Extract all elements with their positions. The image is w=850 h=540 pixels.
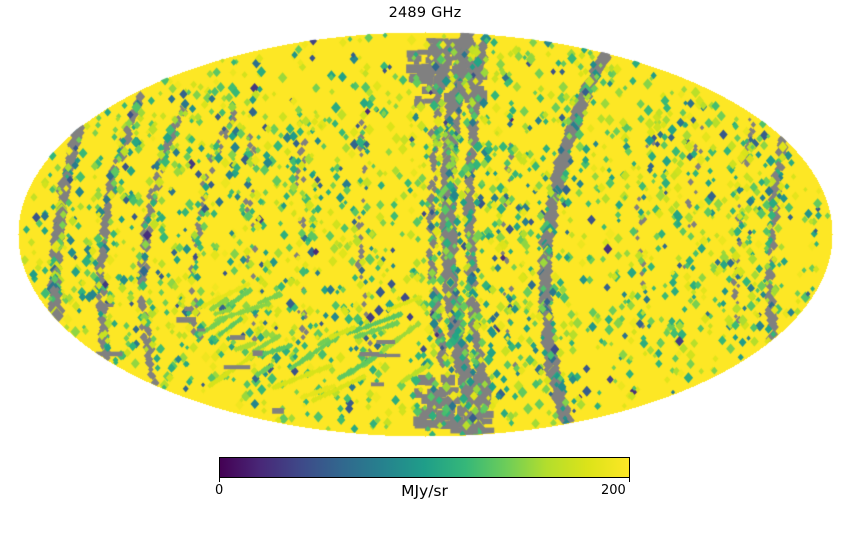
colorbar-tick-min	[219, 478, 220, 482]
colorbar-gradient	[219, 457, 630, 478]
colorbar-min-label: 0	[215, 483, 224, 498]
colorbar-tick-max	[629, 478, 630, 482]
colorbar-max-label: 200	[601, 483, 626, 498]
colorbar: 0 200 MJy/sr	[215, 457, 630, 507]
sky-map-mollweide	[0, 0, 850, 450]
colorbar-axis-label: MJy/sr	[401, 482, 448, 500]
